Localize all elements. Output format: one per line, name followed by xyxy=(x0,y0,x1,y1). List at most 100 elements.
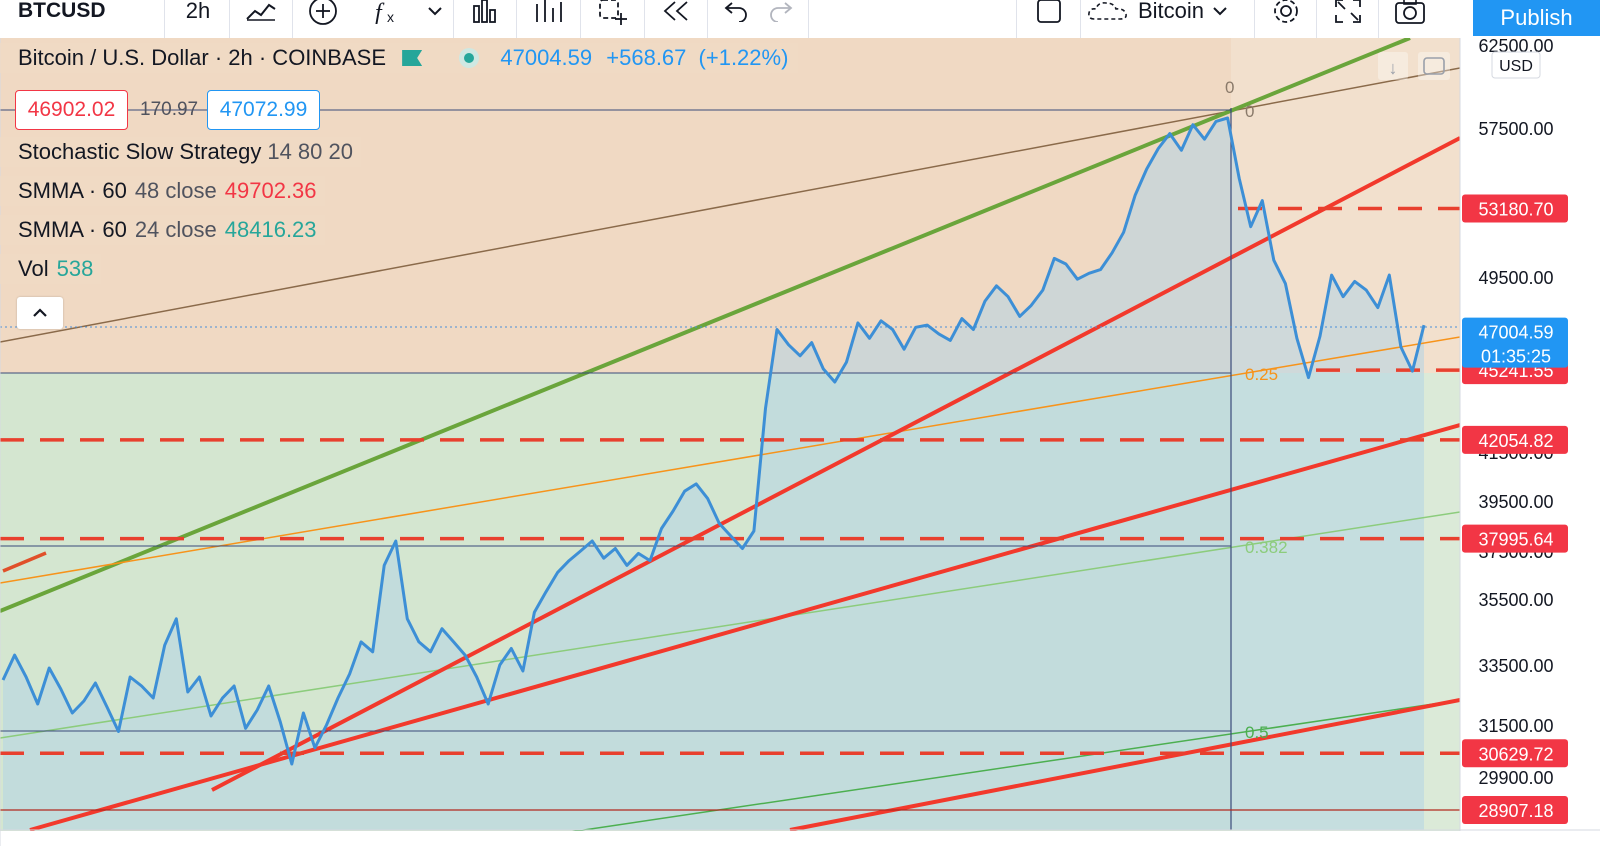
layout-add-icon[interactable] xyxy=(584,0,642,30)
level-badge-label: 37995.64 xyxy=(1478,530,1553,550)
legend-change-pct: (+1.22%) xyxy=(698,45,789,70)
alert-icon[interactable] xyxy=(520,0,578,30)
interval-button[interactable]: 2h xyxy=(185,0,211,23)
level-badge-label: 53180.70 xyxy=(1478,199,1553,219)
level-badge xyxy=(1462,524,1568,553)
symbol-legend-row: Bitcoin / U.S. Dollar · 2h · COINBASE 47… xyxy=(0,43,799,73)
toolbar-divider xyxy=(1016,0,1017,38)
current-price-label: 47004.59 xyxy=(1478,323,1553,343)
expand-icon[interactable] xyxy=(1320,0,1376,30)
red-trend-line-2 xyxy=(29,423,1460,832)
fullscreen-square-icon[interactable] xyxy=(1020,0,1078,30)
fib-labels: 0 0 0.25 0.382 0.5 xyxy=(1225,78,1288,742)
buy-button[interactable]: 47072.99 xyxy=(207,90,320,130)
currency-label: USD xyxy=(1499,58,1533,75)
undo-icon[interactable] xyxy=(710,0,760,30)
price-tick-label: 39500.00 xyxy=(1478,492,1553,512)
level-badge xyxy=(1462,425,1568,454)
replay-icon[interactable] xyxy=(648,0,704,30)
chevron-down-icon[interactable] xyxy=(422,0,448,30)
legend-price: 47004.59 xyxy=(500,45,593,70)
legend-change: +568.67 xyxy=(606,45,687,70)
indicators-add-icon[interactable] xyxy=(295,0,351,30)
toolbar-divider xyxy=(1378,0,1379,38)
green-fib-line-05 xyxy=(529,699,1460,839)
redo-icon[interactable] xyxy=(758,0,806,30)
current-price-badge xyxy=(1462,317,1568,368)
level-badge-label: 30629.72 xyxy=(1478,744,1553,764)
chevron-down-icon xyxy=(1213,7,1227,16)
legend-collapse-button[interactable] xyxy=(17,297,63,329)
price-tick-label: 29900.00 xyxy=(1478,768,1553,788)
level-badge xyxy=(1462,739,1568,768)
camera-icon[interactable] xyxy=(1382,0,1438,30)
fib-label: 0.5 xyxy=(1245,723,1269,742)
smma2-params: 24 close xyxy=(134,217,217,242)
legend-title: Bitcoin / U.S. Dollar · 2h · COINBASE xyxy=(18,45,386,70)
gear-icon[interactable] xyxy=(1258,0,1314,30)
smma1-params: 48 close xyxy=(134,178,217,203)
red-short-segment xyxy=(2,551,47,573)
price-tick-label: 57500.00 xyxy=(1478,119,1553,139)
scroll-to-realtime-icon[interactable] xyxy=(1418,52,1450,80)
bar-style-icon[interactable] xyxy=(232,0,290,30)
green-channel-upper xyxy=(0,38,1411,613)
price-tick-label: 31500.00 xyxy=(1478,716,1553,736)
fib-label: 0.382 xyxy=(1245,538,1288,557)
fib-label: 0.25 xyxy=(1245,365,1278,384)
smma1-legend-row[interactable]: SMMA · 60 48 close 49702.36 xyxy=(0,176,325,206)
level-badge xyxy=(1462,194,1568,223)
svg-text:↓: ↓ xyxy=(1389,58,1398,78)
red-trend-line-1 xyxy=(211,136,1460,792)
smma2-label: SMMA · 60 xyxy=(18,217,127,242)
fib-label: 0 xyxy=(1225,78,1234,97)
toolbar-divider xyxy=(1254,0,1255,38)
spread-value: 170.97 xyxy=(140,99,199,120)
toolbar-divider xyxy=(516,0,517,38)
sell-button[interactable]: 46902.02 xyxy=(15,90,128,130)
brown-trend-line xyxy=(0,67,1460,343)
publish-button[interactable]: Publish xyxy=(1473,0,1600,36)
compare-dropdown[interactable]: Bitcoin xyxy=(1086,0,1256,30)
market-open-icon xyxy=(464,53,475,63)
toolbar-divider xyxy=(808,0,809,38)
toolbar-divider xyxy=(164,0,165,38)
price-tick-label: 33500.00 xyxy=(1478,656,1553,676)
vol-label: Vol xyxy=(18,256,49,281)
download-icon[interactable] xyxy=(1378,52,1408,80)
green-fib-line-0382 xyxy=(0,511,1460,739)
drawing-lines xyxy=(0,38,1460,839)
compare-label: Bitcoin xyxy=(1138,0,1205,23)
currency-box[interactable] xyxy=(1491,51,1541,79)
strategy-params: 14 80 20 xyxy=(267,139,353,164)
orange-fib-line-025 xyxy=(0,336,1460,584)
strategy-legend-row[interactable]: Stochastic Slow Strategy 14 80 20 xyxy=(0,137,361,167)
strategy-name: Stochastic Slow Strategy xyxy=(18,139,262,164)
smma2-value: 48416.23 xyxy=(224,217,317,242)
red-trend-line-3 xyxy=(789,698,1460,832)
level-badge-label: 28907.18 xyxy=(1478,801,1553,821)
horizontal-levels xyxy=(0,206,1460,811)
price-series xyxy=(1,116,1426,766)
symbol-search[interactable]: BTCUSD xyxy=(18,0,106,22)
toolbar-divider xyxy=(644,0,645,38)
countdown-label: 01:35:25 xyxy=(1481,347,1551,367)
smma2-legend-row[interactable]: SMMA · 60 24 close 48416.23 xyxy=(0,215,325,245)
price-line xyxy=(1,116,1426,766)
toolbar-divider xyxy=(707,0,708,38)
volume-legend-row[interactable]: Vol 538 xyxy=(0,254,102,284)
svg-text:f: f xyxy=(375,0,385,24)
price-tick-label: 49500.00 xyxy=(1478,268,1553,288)
svg-text:x: x xyxy=(387,9,394,24)
price-axis-ticks: 62500.0057500.0049500.0041500.0039500.00… xyxy=(1478,38,1553,788)
bar-chart-icon[interactable] xyxy=(456,0,514,30)
toolbar-divider xyxy=(229,0,230,38)
toolbar-divider xyxy=(453,0,454,38)
toolbar-divider xyxy=(580,0,581,38)
fib-label: 0 xyxy=(1245,102,1254,121)
level-badge-label: 42054.82 xyxy=(1478,431,1553,451)
level-badge xyxy=(1462,795,1568,824)
market-flag-icon xyxy=(402,50,423,66)
